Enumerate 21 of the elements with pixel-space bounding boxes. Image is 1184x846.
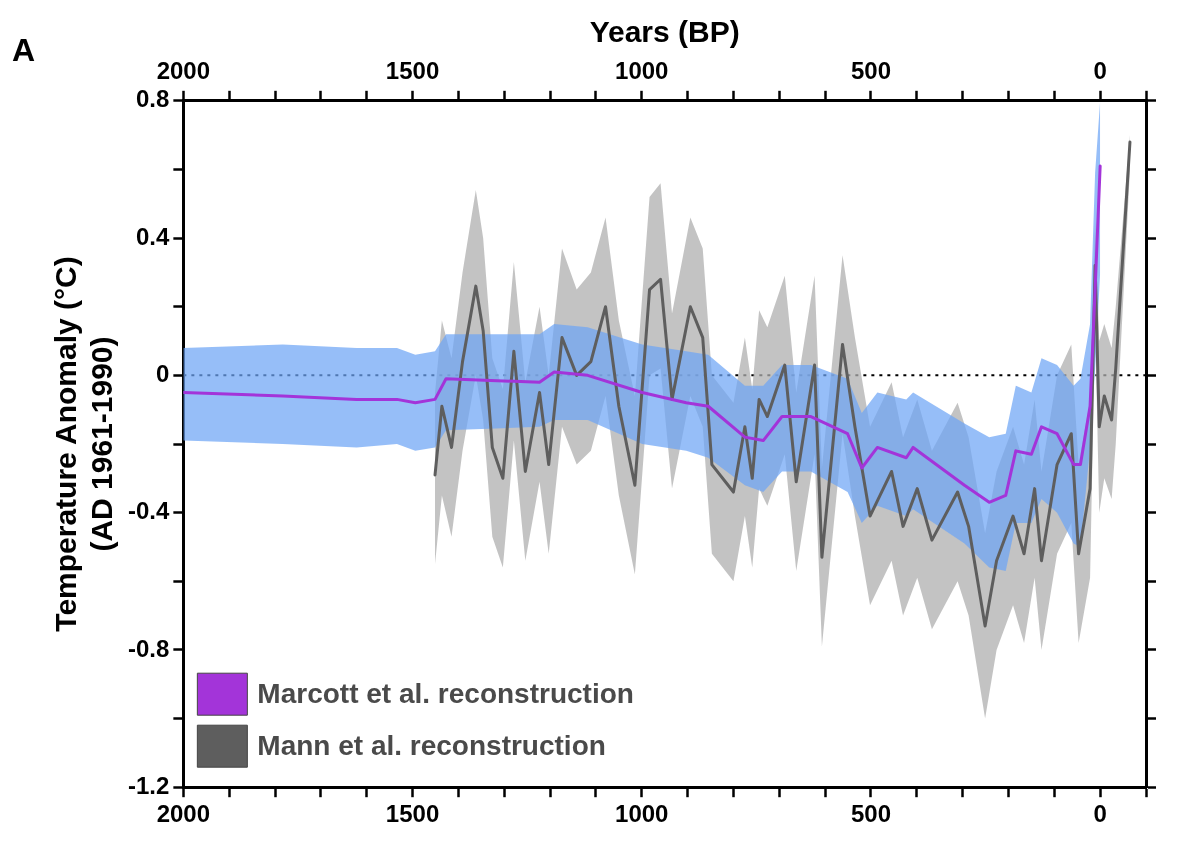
x-tick-label: 1500 [385, 800, 440, 828]
y-tick-label: -0.4 [128, 497, 170, 525]
x2-axis-title: Years (BP) [589, 15, 740, 49]
y-tick-label: 0 [156, 359, 170, 387]
x2-tick-label: 500 [850, 57, 891, 85]
legend-label: Mann et al. reconstruction [257, 729, 606, 761]
x-tick-label: 0 [1093, 800, 1107, 828]
x-tick-label: 1000 [615, 800, 669, 828]
x2-tick-label: 0 [1093, 57, 1107, 85]
y-tick-label: 0.8 [135, 85, 170, 113]
y-tick-label: 0.4 [135, 222, 170, 250]
y-tick-label: -0.8 [128, 634, 170, 662]
y-axis-title: Temperature Anomaly (°C) (AD 1961-1990) [49, 256, 119, 632]
x2-tick-label: 1500 [385, 57, 440, 85]
x-tick-label: 500 [850, 800, 891, 828]
text: A [12, 31, 36, 68]
x-tick-label: 2000 [156, 800, 211, 828]
x2-tick-label: 1000 [615, 57, 669, 85]
y-tick-label: -1.2 [128, 771, 170, 799]
x2-tick-label: 2000 [156, 57, 211, 85]
legend-label: Marcott et al. reconstruction [257, 677, 634, 709]
